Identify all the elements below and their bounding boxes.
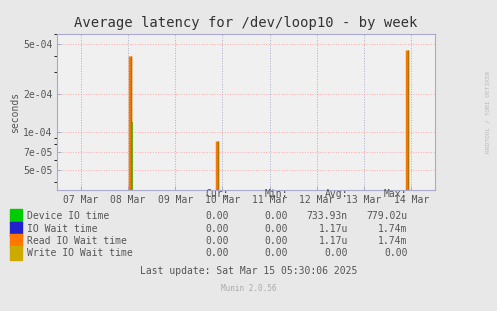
Text: Read IO Wait time: Read IO Wait time: [27, 236, 127, 246]
Text: 0.00: 0.00: [384, 248, 408, 258]
Text: 1.74m: 1.74m: [378, 224, 408, 234]
Text: Cur:: Cur:: [205, 189, 229, 199]
Text: IO Wait time: IO Wait time: [27, 224, 98, 234]
Text: Device IO time: Device IO time: [27, 211, 109, 221]
Text: 0.00: 0.00: [325, 248, 348, 258]
Text: 779.02u: 779.02u: [366, 211, 408, 221]
Text: Max:: Max:: [384, 189, 408, 199]
Text: 733.93n: 733.93n: [307, 211, 348, 221]
Text: Avg:: Avg:: [325, 189, 348, 199]
Text: 0.00: 0.00: [205, 224, 229, 234]
Text: Write IO Wait time: Write IO Wait time: [27, 248, 133, 258]
Text: 0.00: 0.00: [265, 211, 288, 221]
Text: 0.00: 0.00: [265, 236, 288, 246]
Y-axis label: seconds: seconds: [10, 91, 20, 132]
Title: Average latency for /dev/loop10 - by week: Average latency for /dev/loop10 - by wee…: [75, 16, 417, 30]
Text: 0.00: 0.00: [205, 248, 229, 258]
Text: 0.00: 0.00: [265, 248, 288, 258]
Text: 0.00: 0.00: [205, 236, 229, 246]
Text: Munin 2.0.56: Munin 2.0.56: [221, 284, 276, 293]
Text: 1.17u: 1.17u: [319, 224, 348, 234]
Text: Last update: Sat Mar 15 05:30:06 2025: Last update: Sat Mar 15 05:30:06 2025: [140, 266, 357, 276]
Text: 0.00: 0.00: [265, 224, 288, 234]
Text: Min:: Min:: [265, 189, 288, 199]
Text: RRDTOOL / TOBI OETIKER: RRDTOOL / TOBI OETIKER: [486, 71, 491, 153]
Text: 0.00: 0.00: [205, 211, 229, 221]
Text: 1.17u: 1.17u: [319, 236, 348, 246]
Text: 1.74m: 1.74m: [378, 236, 408, 246]
